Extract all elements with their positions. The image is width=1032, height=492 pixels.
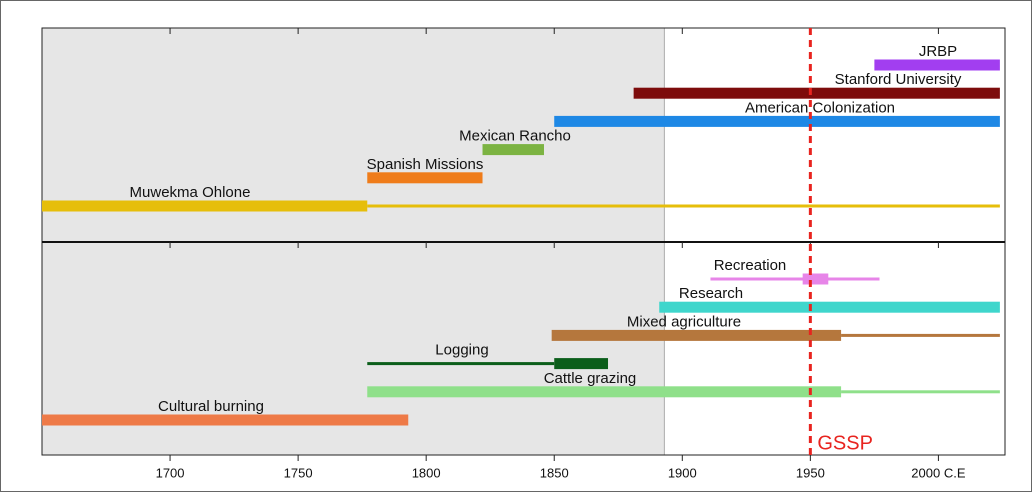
- timeline-bar: [874, 59, 1000, 71]
- x-tick-label: 1900: [668, 465, 697, 480]
- timeline-bar: [367, 172, 483, 184]
- timeline-bar: [367, 386, 842, 398]
- x-tick-label: 1800: [412, 465, 441, 480]
- bar-label: Spanish Missions: [367, 156, 484, 173]
- bar-label: Mexican Rancho: [459, 128, 571, 145]
- x-tick-label: 1750: [284, 465, 313, 480]
- bar-label: JRBP: [919, 43, 957, 60]
- timeline-bar: [841, 390, 1000, 394]
- bar-label: Mixed agriculture: [627, 313, 741, 330]
- x-tick-label: 1950: [796, 465, 825, 480]
- bar-label: Research: [679, 285, 743, 302]
- timeline-bar: [42, 414, 409, 426]
- reference-label: GSSP: [817, 432, 873, 454]
- timeline-bar: [551, 329, 842, 341]
- bar-label: Recreation: [714, 257, 787, 274]
- timeline-bar: [802, 273, 829, 285]
- timeline-bar: [659, 301, 1000, 313]
- x-tick-label: 1850: [540, 465, 569, 480]
- timeline-bar: [841, 333, 1000, 337]
- timeline-bar: [710, 277, 880, 281]
- bar-label: Stanford University: [835, 71, 962, 88]
- bar-label: Cattle grazing: [544, 370, 637, 387]
- timeline-bar: [367, 204, 1000, 208]
- x-tick-label: 2000 C.E: [911, 465, 966, 480]
- x-tick-label: 1700: [156, 465, 185, 480]
- timeline-bar: [367, 362, 555, 366]
- timeline-bar: [554, 115, 1000, 127]
- timeline-bar: [42, 200, 368, 212]
- timeline-bar: [482, 144, 544, 156]
- timeline-bar: [633, 87, 1000, 99]
- bar-label: American Colonization: [745, 99, 895, 116]
- bar-label: Muwekma Ohlone: [130, 184, 251, 201]
- bar-label: Logging: [435, 342, 488, 359]
- timeline-bar: [554, 358, 609, 370]
- bar-label: Cultural burning: [158, 398, 264, 415]
